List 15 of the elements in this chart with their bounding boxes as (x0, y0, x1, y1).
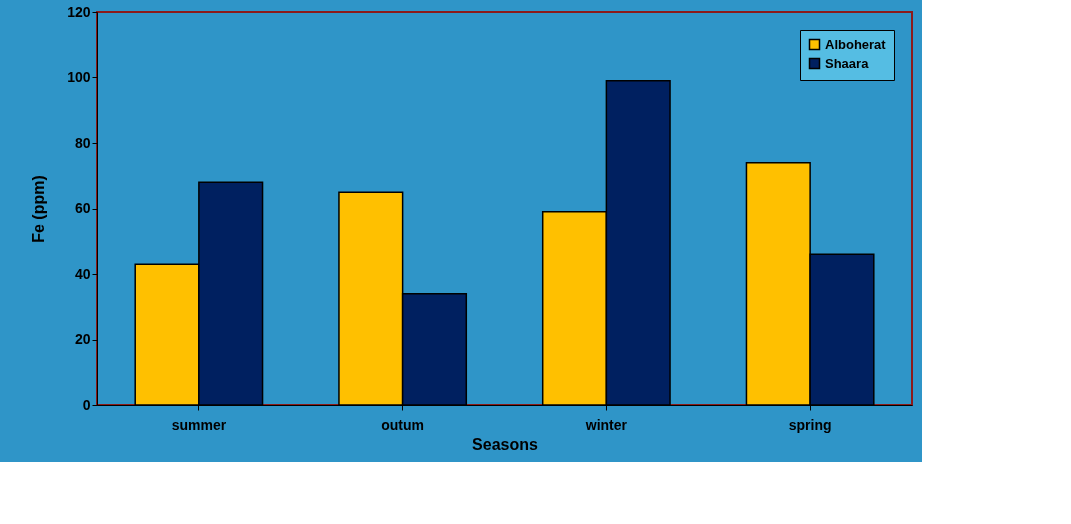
y-tick-label: 0 (82, 396, 91, 413)
x-tick-label: winter (584, 416, 628, 433)
y-tick-label: 60 (74, 200, 91, 216)
x-tick-label: spring (788, 416, 832, 433)
legend-label: Shaara (825, 55, 870, 71)
y-tick-label: 80 (74, 134, 91, 151)
y-axis-title: Fe (ppm) (30, 175, 48, 243)
x-tick-label: summer (171, 416, 227, 433)
y-tick-label: 100 (67, 69, 91, 85)
y-tick-label: 120 (67, 3, 91, 20)
x-tick-label: outum (381, 416, 425, 433)
x-axis-title: Seasons (472, 435, 539, 453)
y-tick-label: 40 (74, 265, 91, 282)
legend-label: Alboherat (825, 36, 887, 52)
y-tick-label: 20 (74, 331, 91, 347)
